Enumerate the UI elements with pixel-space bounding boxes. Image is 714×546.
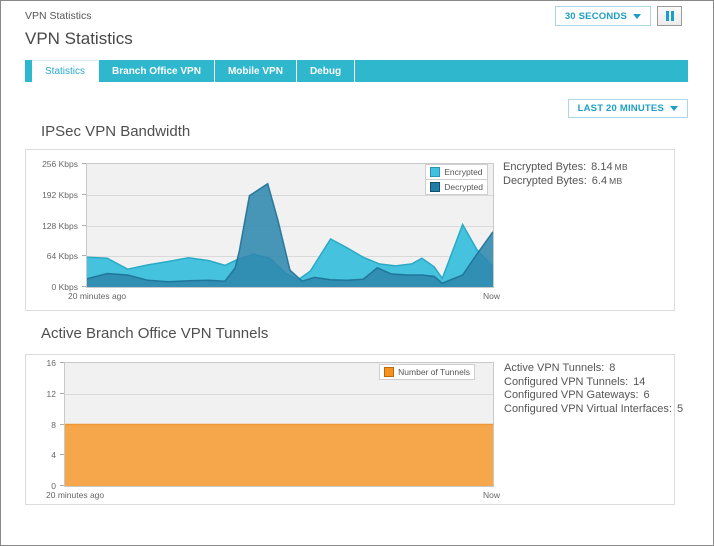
y-axis-tick-label: 256 Kbps (42, 159, 78, 169)
y-axis-tick-mark (60, 454, 64, 455)
x-axis-label-start: 20 minutes ago (68, 291, 127, 301)
time-range-dropdown[interactable]: LAST 20 MINUTES (567, 99, 688, 118)
chart-stats: Active VPN Tunnels: 8 Configured VPN Tunne… (504, 362, 683, 416)
chart-plot-area-1 (64, 362, 494, 487)
tab-bar: Statistics Branch Office VPN Mobile VPN Deb… (25, 60, 688, 82)
pause-icon (665, 11, 674, 21)
legend-label: Decrypted (444, 182, 483, 192)
time-range-label: LAST 20 MINUTES (577, 103, 664, 114)
y-axis-tick-mark (60, 393, 64, 394)
x-axis-labels: 20 minutes ago Now (68, 291, 500, 301)
stat-value: 6 (643, 389, 650, 401)
y-axis-tick-mark (60, 424, 64, 425)
y-axis-tick-label: 8 (51, 419, 56, 430)
legend-swatch-icon (430, 167, 441, 177)
active-tunnels-card: 0 4 8 12 16 20 minutes ago Now Number of Tunnel… (25, 354, 683, 505)
legend-label: Encrypted (444, 167, 483, 177)
stat-unit: MB (614, 162, 628, 172)
y-axis-tick-label: 64 Kbps (46, 251, 78, 262)
stat-line: Configured VPN Tunnels: 14 (504, 376, 683, 390)
topbar-controls: 30 SECONDS (554, 6, 682, 26)
stat-label: Decrypted Bytes: (503, 174, 587, 187)
chart-legend: Number of Tunnels (379, 364, 475, 380)
stat-line: Decrypted Bytes: 6.4 MB (503, 175, 628, 189)
ipsec-bandwidth-card: 0 Kbps 64 Kbps 128 Kbps 192 Kbps 256 Kbps 20 … (25, 149, 675, 311)
stat-label: Encrypted Bytes: (503, 161, 587, 173)
y-axis-tick-mark (82, 225, 86, 226)
stat-value: 8 (609, 362, 616, 374)
y-axis-tick-mark (82, 286, 86, 287)
stat-unit: MB (609, 175, 623, 186)
stat-line: Configured VPN Virtual Interfaces: 5 (504, 403, 683, 417)
page-title: VPN Statistics (25, 29, 133, 48)
legend-swatch-icon (384, 367, 395, 377)
stat-label: Active VPN Tunnels: (504, 362, 605, 374)
refresh-interval-dropdown[interactable]: 30 SECONDS (554, 6, 651, 26)
x-axis-labels: 20 minutes ago Now (46, 490, 500, 500)
legend-item-encrypted: Encrypted (425, 164, 488, 180)
section-title-ipsec-bandwidth: IPSec VPN Bandwidth (41, 123, 191, 140)
y-axis-tick-mark (82, 255, 86, 256)
stat-label: Configured VPN Tunnels: (504, 375, 629, 388)
y-axis-tick-label: 192 Kbps (42, 189, 78, 200)
y-axis-tick-label: 16 (46, 358, 56, 368)
y-axis-tick-label: 0 (51, 481, 56, 491)
tab-branch-office-vpn[interactable]: Branch Office VPN (99, 60, 215, 82)
legend-label: Number of Tunnels (398, 367, 470, 377)
chart-legend: Encrypted Decrypted (425, 164, 488, 195)
stat-line: Encrypted Bytes: 8.14 MB (503, 161, 628, 175)
chevron-down-icon (633, 13, 641, 19)
legend-item-number-of-tunnels: Number of Tunnels (379, 364, 475, 380)
stat-value: 14 (633, 375, 646, 388)
section-title-active-tunnels: Active Branch Office VPN Tunnels (41, 325, 269, 342)
y-axis-tick-mark (82, 163, 86, 164)
y-axis-tick-mark (60, 485, 64, 486)
legend-swatch-icon (430, 182, 441, 192)
stat-value: 6.4 (591, 174, 608, 187)
legend-item-decrypted: Decrypted (425, 179, 488, 195)
tab-debug[interactable]: Debug (297, 60, 356, 82)
y-axis-tick-label: 0 Kbps (51, 282, 78, 292)
stat-line: Active VPN Tunnels: 8 (504, 362, 683, 376)
y-axis-tick-mark (60, 362, 64, 363)
y-axis-tick-label: 4 (51, 450, 56, 461)
tab-statistics[interactable]: Statistics (32, 60, 100, 82)
stat-line: Configured VPN Gateways: 6 (504, 389, 683, 403)
x-axis-label-start: 20 minutes ago (46, 490, 105, 500)
y-axis-tick-mark (82, 194, 86, 195)
pause-button[interactable] (657, 6, 682, 26)
x-axis-label-end: Now (482, 490, 500, 500)
stat-label: Configured VPN Gateways: (504, 389, 639, 401)
y-axis-tick-label: 12 (46, 388, 56, 399)
stat-value: 5 (676, 402, 684, 415)
chart-stats: Encrypted Bytes: 8.14 MB Decrypted Bytes: 6.… (503, 161, 628, 188)
x-axis-label-end: Now (482, 291, 500, 301)
y-axis-tick-label: 128 Kbps (42, 220, 78, 231)
chevron-down-icon (670, 106, 678, 111)
stat-value: 8.14 (591, 161, 613, 173)
breadcrumb: VPN Statistics (25, 10, 92, 22)
stat-label: Configured VPN Virtual Interfaces: (504, 402, 672, 415)
refresh-interval-label: 30 SECONDS (564, 10, 627, 22)
tab-mobile-vpn[interactable]: Mobile VPN (215, 60, 297, 82)
